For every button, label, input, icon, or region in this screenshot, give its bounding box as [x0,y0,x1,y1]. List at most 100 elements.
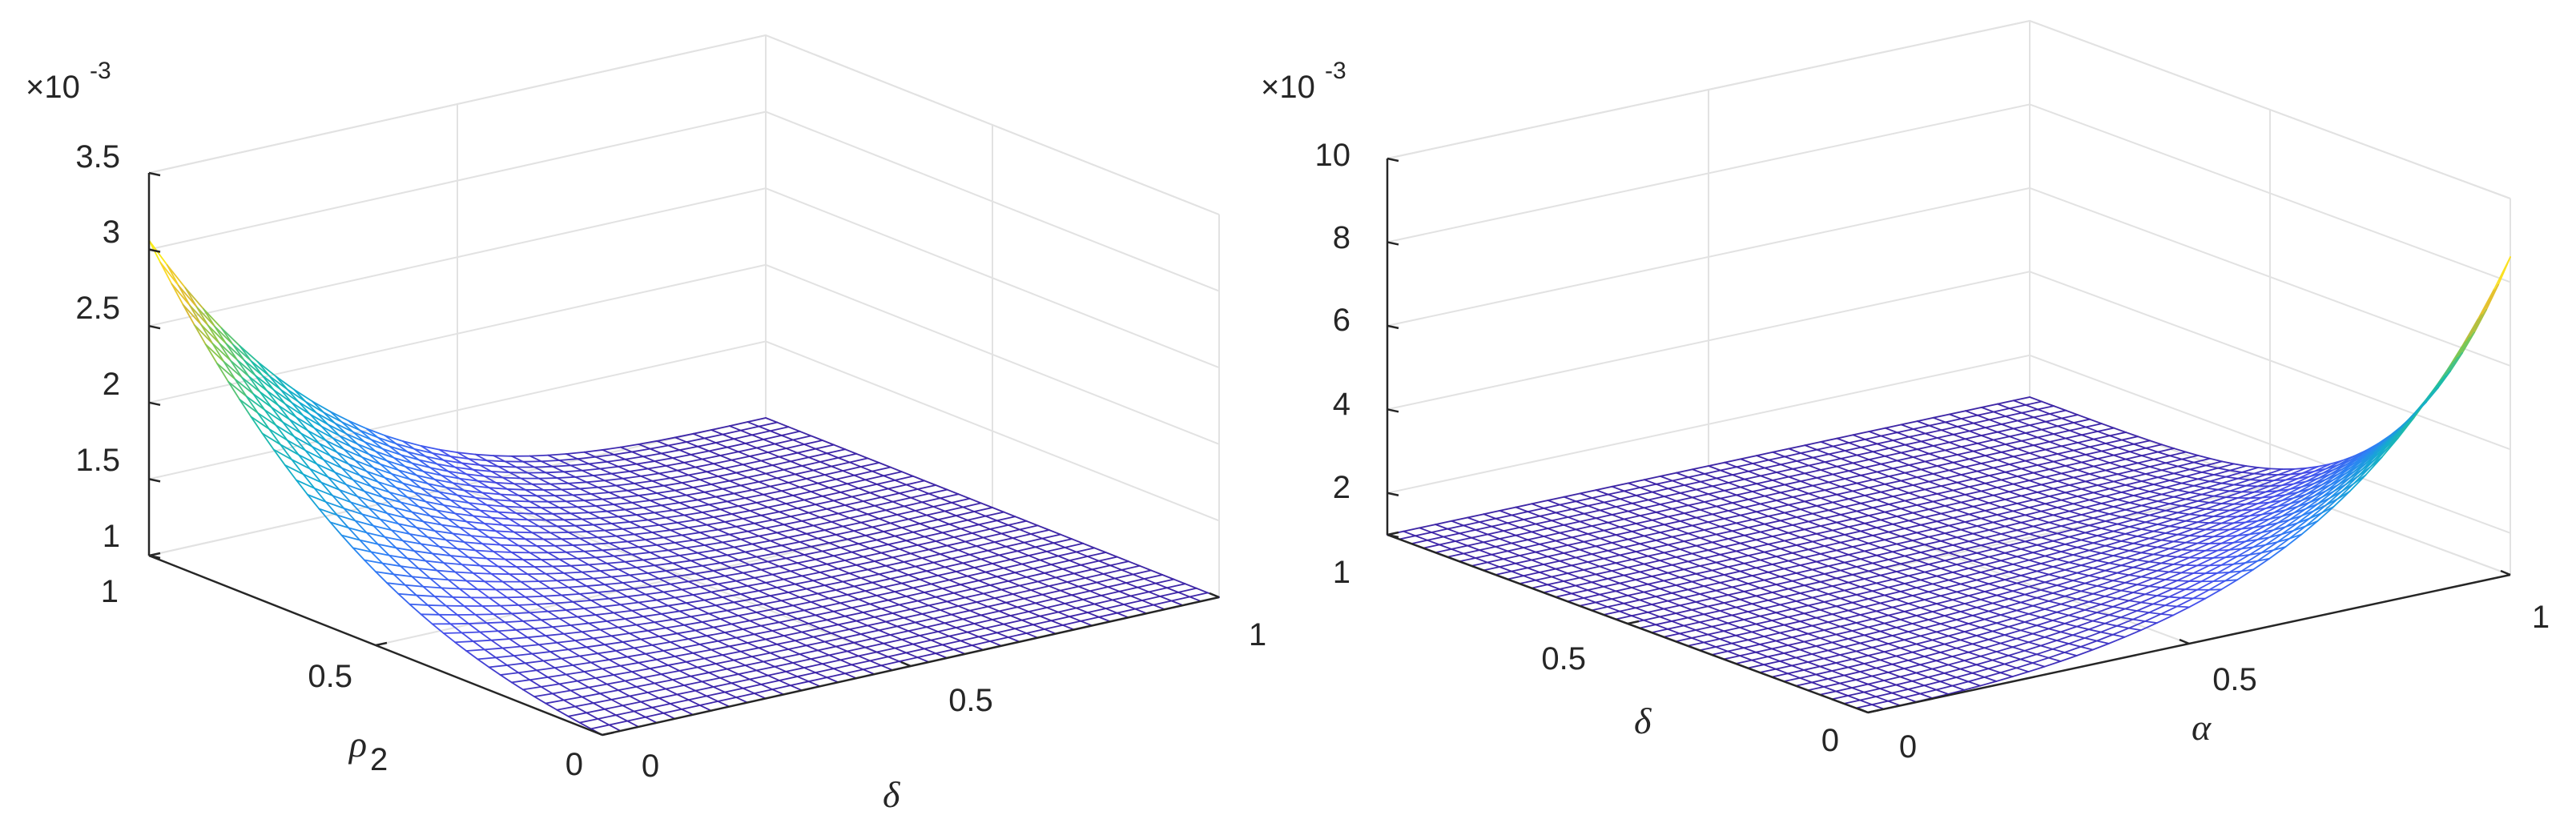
left-mesh-segment [586,584,606,587]
left-mesh-segment [545,632,565,636]
left-mesh-segment [910,496,924,504]
left-mesh-segment [626,489,640,496]
left-mesh-segment [474,496,495,500]
left-mesh-segment [742,568,763,574]
left-mesh-segment [365,532,379,545]
left-mesh-segment [747,421,760,428]
left-mesh-segment [479,564,493,575]
left-mesh-segment [578,721,592,730]
left-mesh-segment [574,524,588,532]
right-mesh-segment [2097,431,2111,437]
left-mesh-segment [329,521,343,536]
left-mesh-segment [540,617,561,621]
left-mesh-segment [853,641,867,648]
left-mesh-segment [790,516,803,522]
left-mesh-segment [513,588,526,598]
right-mesh-segment [2131,612,2150,620]
left-mesh-segment [919,523,932,529]
right-mesh-segment [1848,498,1862,504]
left-mesh-segment [832,496,853,502]
left-mesh-segment [275,424,296,438]
left-mesh-segment [1073,568,1093,575]
left-mesh-segment [417,505,438,512]
left-mesh-segment [506,488,520,496]
left-mesh-segment [537,525,551,534]
left-mesh-segment [558,558,572,567]
left-mesh-segment [1113,573,1134,580]
right-mesh-segment [1739,542,1753,549]
left-mesh-segment [738,559,751,566]
left-mesh-segment [619,664,633,672]
left-mesh-segment [189,304,202,326]
right-mesh-segment [1891,578,1906,584]
right-mesh-segment [2369,442,2387,459]
right-mesh-segment [1527,567,1540,573]
left-mesh-segment [749,452,769,457]
left-mesh-segment [577,556,597,560]
right-mesh-segment [1547,556,1561,562]
right-mesh-segment [1692,468,1705,475]
right-mesh-segment [1655,540,1669,546]
left-y-axis-label: ρ [348,724,367,765]
left-mesh-segment [477,480,497,484]
left-mesh-segment [404,465,417,476]
right-mesh-segment [1795,656,1809,663]
left-mesh-segment [758,480,771,488]
right-mesh-segment [1811,596,1825,603]
left-mesh-segment [1057,551,1077,557]
right-mesh-segment [2196,478,2211,483]
right-mesh-segment [1739,651,1757,656]
left-mesh-segment [461,564,474,574]
right-mesh-segment [1819,633,1837,639]
left-mesh-segment [694,626,714,632]
left-mesh-segment [1184,583,1197,589]
right-mesh-segment [1852,518,1866,524]
left-mesh-segment [676,629,697,635]
left-mesh-segment [282,421,296,438]
right-mesh-segment [2124,458,2139,464]
right-mesh-segment [2176,533,2191,537]
left-z-tick-mark [148,401,161,407]
left-mesh-segment [334,472,348,486]
right-mesh-segment [1855,704,1873,709]
right-mesh-segment [1515,534,1529,541]
left-mesh-segment [615,714,629,722]
left-mesh-segment [510,681,524,691]
left-mesh-segment [567,715,581,724]
right-mesh-segment [1555,540,1569,546]
right-mesh-segment [1908,464,1922,471]
right-mesh-segment [1571,564,1585,571]
right-mesh-segment [1863,634,1878,640]
left-mesh-segment [211,343,225,363]
left-mesh-segment [420,487,441,493]
left-mesh-segment [722,433,735,440]
right-mesh-segment [2075,648,2094,656]
left-mesh-segment [551,464,572,468]
right-mesh-segment [1595,517,1609,524]
left-mesh-segment [728,588,742,595]
left-mesh-segment [352,431,365,443]
right-mesh-segment [1831,638,1849,644]
right-mesh-segment [2047,652,2066,659]
left-mesh-segment [778,676,799,681]
left-mesh-segment [561,488,574,496]
right-mesh-segment [1847,581,1862,588]
left-v-tick-mark [375,641,388,647]
left-mesh-segment [1003,619,1023,625]
right-mesh-segment [1795,681,1813,687]
left-mesh-segment [583,500,597,507]
left-mesh-segment [629,521,642,528]
left-mesh-segment [919,635,932,641]
left-mesh-segment [853,530,867,536]
left-mesh-segment [859,573,880,579]
right-mesh-segment [1543,564,1557,570]
left-mesh-segment [769,592,790,597]
left-mesh-segment [570,622,590,626]
right-mesh-segment [1751,656,1769,661]
left-mesh-segment [619,496,633,504]
left-mesh-segment [692,648,712,654]
left-mesh-segment [572,664,586,672]
right-mesh-segment [2176,580,2191,582]
left-mesh-segment [821,440,835,446]
right-mesh-segment [1783,512,1797,518]
